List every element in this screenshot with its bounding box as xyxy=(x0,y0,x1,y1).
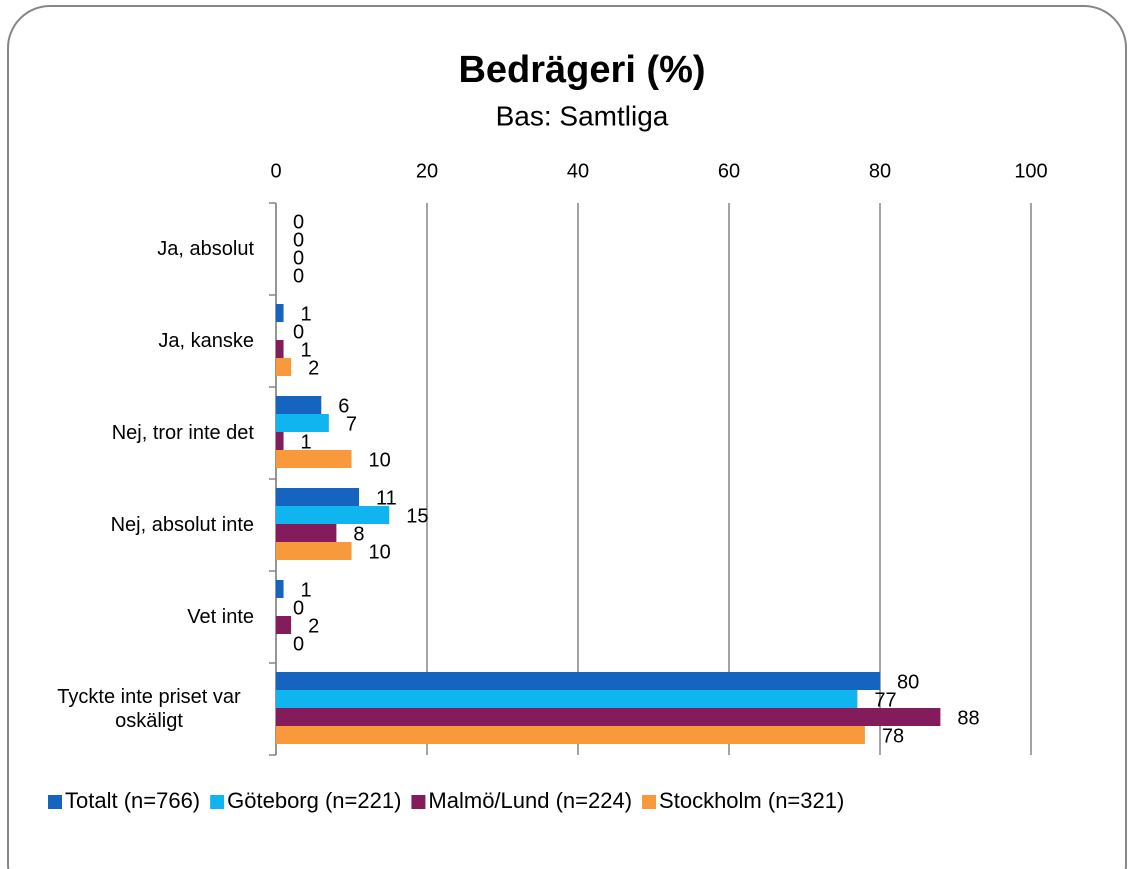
x-tick-label: 80 xyxy=(869,160,891,182)
data-label: 0 xyxy=(293,597,304,619)
data-label: 80 xyxy=(897,671,919,693)
bar xyxy=(276,432,284,450)
data-label: 1 xyxy=(301,579,312,601)
chart-title: Bedrägeri (%) xyxy=(458,49,705,91)
bar xyxy=(276,488,360,506)
bar xyxy=(276,580,284,598)
data-label: 77 xyxy=(874,689,896,711)
y-tick-label-text: Nej, absolut inte xyxy=(110,514,254,536)
legend-swatch xyxy=(48,795,62,809)
chart-subtitle: Bas: Samtliga xyxy=(496,100,669,131)
y-tick-label: Nej, absolut inte xyxy=(24,513,254,537)
data-label: 10 xyxy=(369,541,391,563)
data-label: 0 xyxy=(293,211,304,233)
data-label: 10 xyxy=(369,449,391,471)
bar xyxy=(276,450,352,468)
bar xyxy=(276,726,865,744)
bar xyxy=(276,304,284,322)
bar xyxy=(276,506,390,524)
y-tick-label-text: Ja, kanske xyxy=(158,330,254,352)
x-tick-label: 20 xyxy=(416,160,438,182)
legend-label: Totalt (n=766) xyxy=(65,788,200,813)
data-label: 0 xyxy=(293,247,304,269)
data-label: 15 xyxy=(406,505,428,527)
data-label: 7 xyxy=(346,413,357,435)
bar xyxy=(276,524,337,542)
data-label: 8 xyxy=(353,523,364,545)
y-tick-label-text: Vet inte xyxy=(187,606,254,628)
data-label: 1 xyxy=(301,339,312,361)
y-tick-label-text: Tyckte inte priset var oskäligt xyxy=(57,686,241,732)
data-label: 6 xyxy=(338,395,349,417)
x-tick-label: 0 xyxy=(270,160,281,182)
x-tick-label: 100 xyxy=(1014,160,1047,182)
y-tick-label: Ja, kanske xyxy=(24,329,254,353)
data-label: 1 xyxy=(301,431,312,453)
legend-swatch xyxy=(210,795,225,809)
data-label: 0 xyxy=(293,265,304,287)
data-label: 1 xyxy=(301,303,312,325)
data-label: 0 xyxy=(293,229,304,251)
bar xyxy=(276,340,284,358)
y-tick-label: Ja, absolut xyxy=(24,237,254,261)
data-label: 78 xyxy=(882,725,904,747)
data-label: 88 xyxy=(957,707,979,729)
y-tick-label: Nej, tror inte det xyxy=(24,421,254,445)
chart-frame xyxy=(7,5,1127,869)
legend-label: Göteborg (n=221) xyxy=(227,788,401,813)
legend-swatch xyxy=(411,795,426,809)
data-label: 11 xyxy=(376,487,397,509)
data-label: 2 xyxy=(308,357,319,379)
bar xyxy=(276,542,352,560)
legend-label: Stockholm (n=321) xyxy=(659,788,844,813)
legend-swatch xyxy=(642,795,657,809)
data-label: 2 xyxy=(308,615,319,637)
y-tick-label-text: Ja, absolut xyxy=(157,238,254,260)
legend-label: Malmö/Lund (n=224) xyxy=(428,788,632,813)
y-tick-label-text: Nej, tror inte det xyxy=(111,422,254,444)
data-label: 0 xyxy=(293,633,304,655)
y-tick-label: Vet inte xyxy=(24,605,254,629)
bar xyxy=(276,396,322,414)
bar xyxy=(276,358,292,376)
bar xyxy=(276,690,858,708)
bar xyxy=(276,672,880,690)
x-tick-label: 60 xyxy=(718,160,740,182)
x-tick-label: 40 xyxy=(567,160,589,182)
data-label: 0 xyxy=(293,321,304,343)
y-tick-label: Tyckte inte priset var oskäligt xyxy=(24,685,254,733)
bar xyxy=(276,414,329,432)
bar xyxy=(276,708,941,726)
bar xyxy=(276,616,292,634)
